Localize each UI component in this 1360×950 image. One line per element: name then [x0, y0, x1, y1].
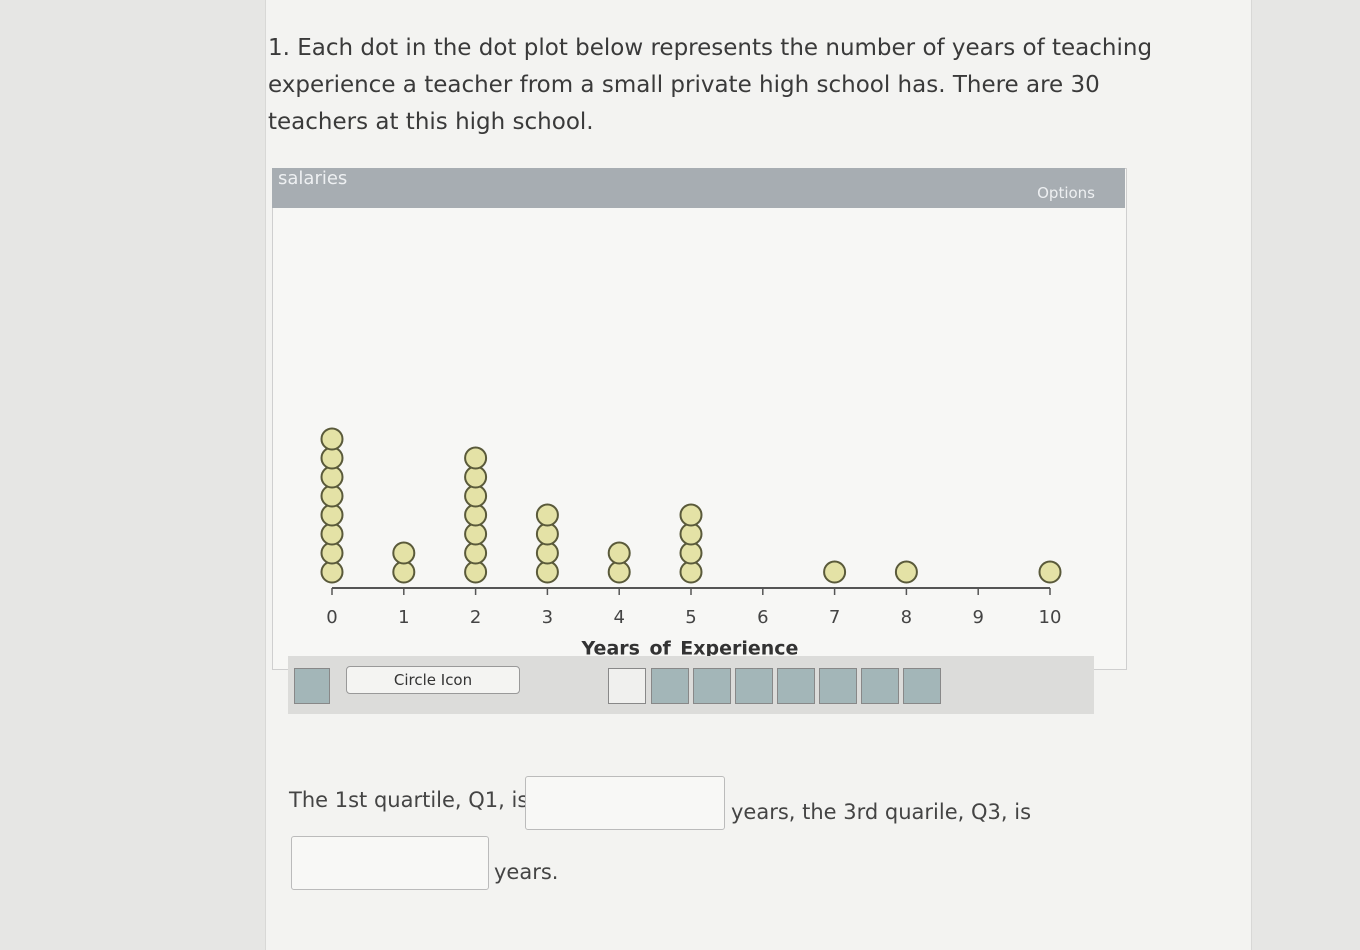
tool-button[interactable]: [735, 668, 773, 704]
pointer-tool[interactable]: [608, 668, 646, 704]
toolbar: Circle Icon: [288, 656, 1094, 714]
q3-input[interactable]: [291, 836, 489, 890]
icon-select[interactable]: Circle Icon: [346, 666, 520, 694]
q3-prompt: years, the 3rd quarile, Q3, is: [731, 800, 1032, 824]
question-number: 1.: [268, 35, 290, 61]
chart-frame: [272, 168, 1127, 670]
chart-header: salaries Options: [272, 168, 1125, 208]
refresh-button[interactable]: [294, 668, 330, 704]
tool-button[interactable]: [903, 668, 941, 704]
question: 1. Each dot in the dot plot below repres…: [268, 30, 1198, 141]
tool-button[interactable]: [693, 668, 731, 704]
chart-title: salaries: [278, 168, 348, 189]
tool-button[interactable]: [861, 668, 899, 704]
q1-input[interactable]: [525, 776, 725, 830]
question-text: Each dot in the dot plot below represent…: [268, 35, 1153, 135]
tool-button[interactable]: [777, 668, 815, 704]
options-button[interactable]: Options: [1037, 184, 1095, 202]
tool-button[interactable]: [651, 668, 689, 704]
end-text: years.: [494, 860, 559, 884]
q1-prompt: The 1st quartile, Q1, is: [289, 788, 529, 812]
tool-button[interactable]: [819, 668, 857, 704]
